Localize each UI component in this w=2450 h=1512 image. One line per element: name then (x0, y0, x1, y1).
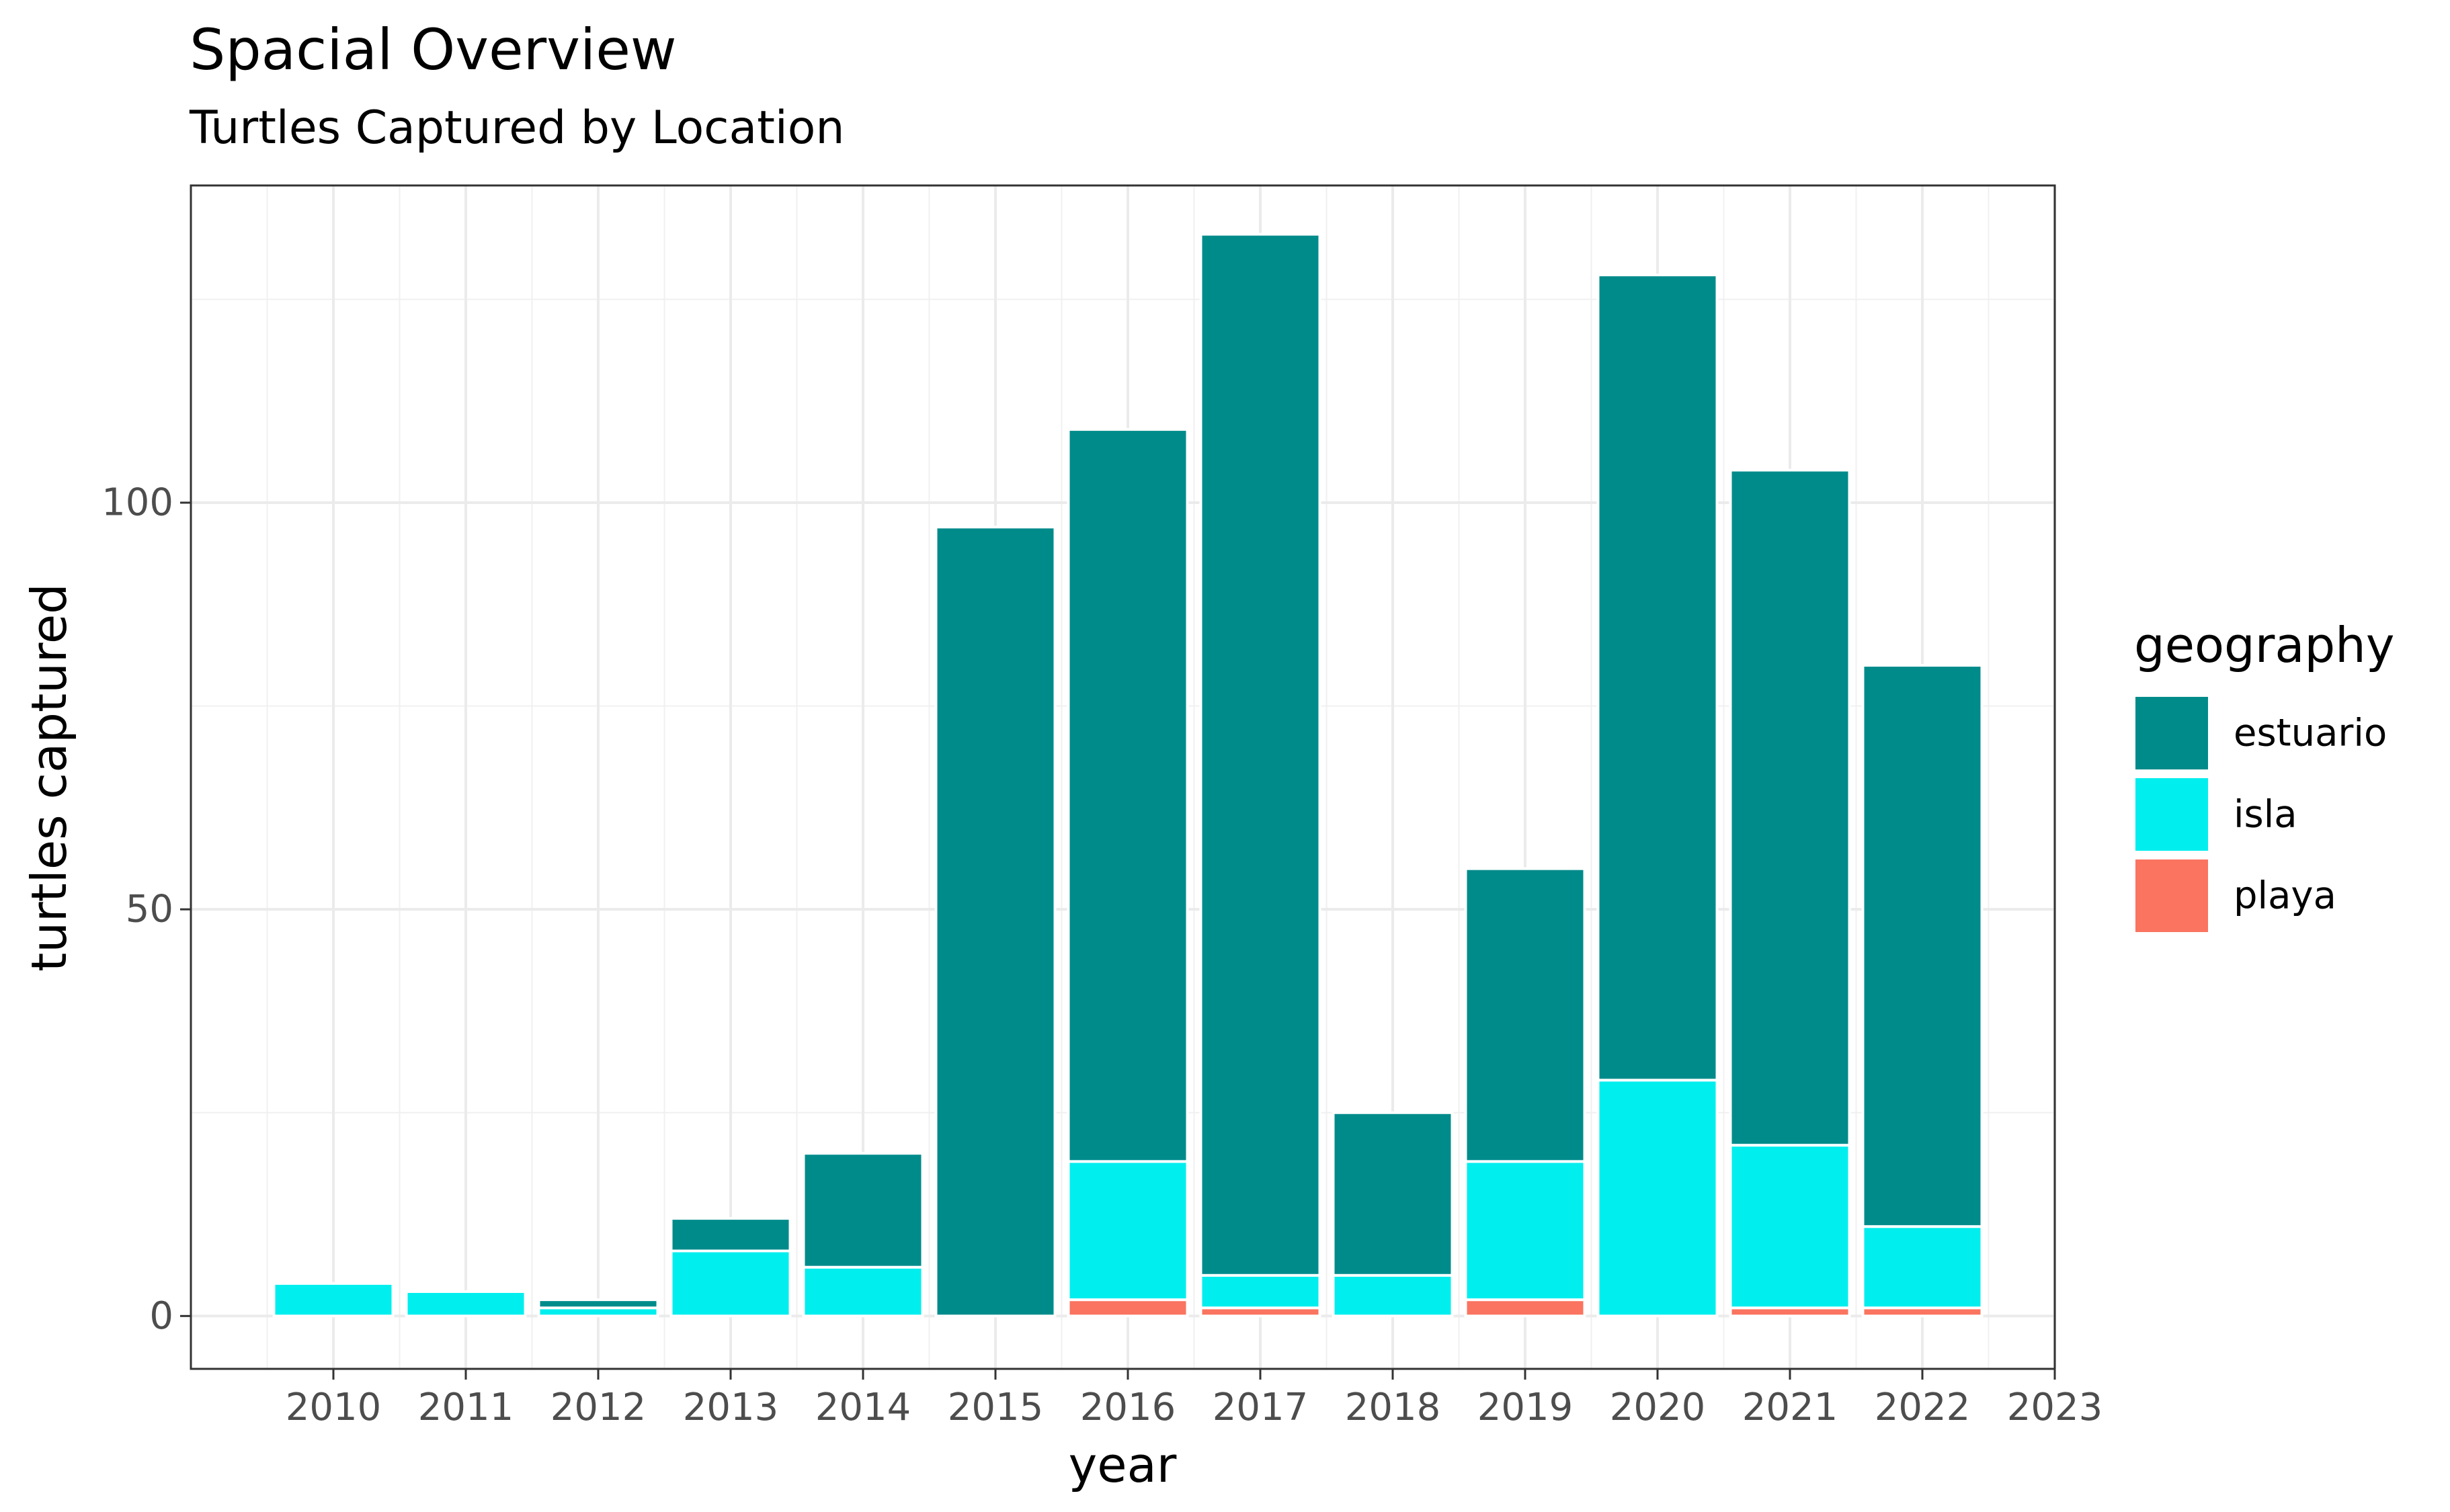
legend-label-playa: playa (2234, 874, 2336, 918)
bar-isla-2010 (272, 1282, 395, 1318)
x-tick-label: 2016 (1080, 1386, 1176, 1429)
plot-border (190, 184, 2056, 1370)
bar-estuario-2018 (1332, 1111, 1454, 1277)
x-tick-label: 2020 (1610, 1386, 1706, 1429)
bar-estuario-2017 (1199, 233, 1321, 1277)
bar-isla-2021 (1729, 1144, 1851, 1310)
y-tick-label: 0 (149, 1294, 173, 1338)
x-tick-label: 2014 (815, 1386, 911, 1429)
x-tick-label: 2019 (1477, 1386, 1574, 1429)
bar-estuario-2015 (934, 526, 1057, 1318)
bar-estuario-2012 (537, 1298, 659, 1310)
bar-isla-2013 (669, 1249, 792, 1318)
bar-isla-2020 (1596, 1079, 1719, 1318)
bar-playa-2019 (1464, 1298, 1586, 1318)
legend-key-isla (2133, 775, 2211, 853)
y-tick-label: 50 (126, 888, 173, 931)
x-axis: 2010 2011 2012 2013 2014 2015 2016 2017 2018 2019… (286, 1369, 2103, 1429)
chart-title: Spacial Overview (190, 17, 677, 83)
bar-estuario-2020 (1596, 274, 1719, 1082)
y-axis-title: turtles captured (21, 583, 77, 972)
legend-label-estuario: estuario (2234, 712, 2387, 755)
x-tick-label: 2021 (1742, 1386, 1838, 1429)
bar-estuario-2022 (1861, 664, 1984, 1228)
bar-isla-2016 (1067, 1160, 1189, 1302)
x-tick-label: 2010 (286, 1386, 382, 1429)
x-tick-label: 2012 (550, 1386, 647, 1429)
x-tick-label: 2023 (2007, 1386, 2103, 1429)
bar-estuario-2014 (802, 1152, 924, 1269)
bar-estuario-2021 (1729, 468, 1851, 1147)
legend-key-playa (2133, 857, 2211, 935)
bar-isla-2011 (405, 1290, 527, 1318)
y-tick-label: 100 (101, 481, 173, 525)
legend-key-estuario (2133, 694, 2211, 772)
chart-subtitle: Turtles Captured by Location (189, 101, 844, 155)
bar-isla-2022 (1861, 1225, 1984, 1310)
x-tick-label: 2018 (1345, 1386, 1441, 1429)
y-axis: 0 50 100 (101, 481, 191, 1338)
x-tick-label: 2013 (683, 1386, 779, 1429)
x-tick-label: 2015 (948, 1386, 1044, 1429)
bar-isla-2017 (1199, 1273, 1321, 1310)
legend: geography estuario isla playa (2133, 617, 2394, 935)
x-tick-label: 2017 (1213, 1386, 1309, 1429)
bars (272, 233, 1984, 1318)
bar-isla-2019 (1464, 1160, 1586, 1302)
bar-estuario-2019 (1464, 867, 1586, 1163)
x-axis-title: year (1069, 1437, 1177, 1493)
legend-title: geography (2134, 617, 2394, 673)
x-tick-label: 2011 (418, 1386, 514, 1429)
bar-isla-2018 (1332, 1273, 1454, 1318)
x-tick-label: 2022 (1875, 1386, 1971, 1429)
legend-label-isla: isla (2234, 793, 2297, 837)
bar-isla-2014 (802, 1265, 924, 1318)
bar-estuario-2016 (1067, 428, 1189, 1163)
bar-playa-2016 (1067, 1298, 1189, 1318)
bar-estuario-2013 (669, 1217, 792, 1253)
